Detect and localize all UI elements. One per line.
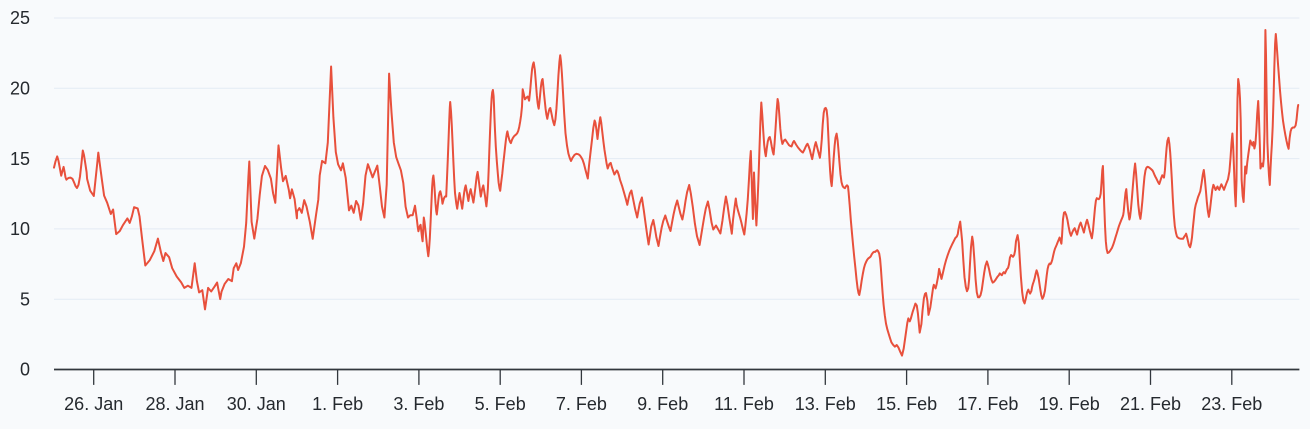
svg-text:7. Feb: 7. Feb: [556, 394, 607, 414]
svg-text:19. Feb: 19. Feb: [1039, 394, 1100, 414]
svg-text:30. Jan: 30. Jan: [227, 394, 286, 414]
svg-text:0: 0: [20, 360, 30, 380]
svg-text:15. Feb: 15. Feb: [876, 394, 937, 414]
svg-text:25: 25: [10, 8, 30, 28]
svg-text:10: 10: [10, 219, 30, 239]
svg-text:21. Feb: 21. Feb: [1120, 394, 1181, 414]
svg-text:13. Feb: 13. Feb: [795, 394, 856, 414]
svg-text:15: 15: [10, 149, 30, 169]
svg-text:1. Feb: 1. Feb: [312, 394, 363, 414]
svg-text:17. Feb: 17. Feb: [957, 394, 1018, 414]
svg-text:9. Feb: 9. Feb: [637, 394, 688, 414]
svg-text:23. Feb: 23. Feb: [1201, 394, 1262, 414]
svg-text:20: 20: [10, 79, 30, 99]
svg-text:26. Jan: 26. Jan: [64, 394, 123, 414]
svg-text:3. Feb: 3. Feb: [393, 394, 444, 414]
svg-text:11. Feb: 11. Feb: [714, 394, 774, 414]
svg-text:28. Jan: 28. Jan: [145, 394, 204, 414]
svg-text:5: 5: [20, 289, 30, 309]
svg-text:5. Feb: 5. Feb: [475, 394, 526, 414]
